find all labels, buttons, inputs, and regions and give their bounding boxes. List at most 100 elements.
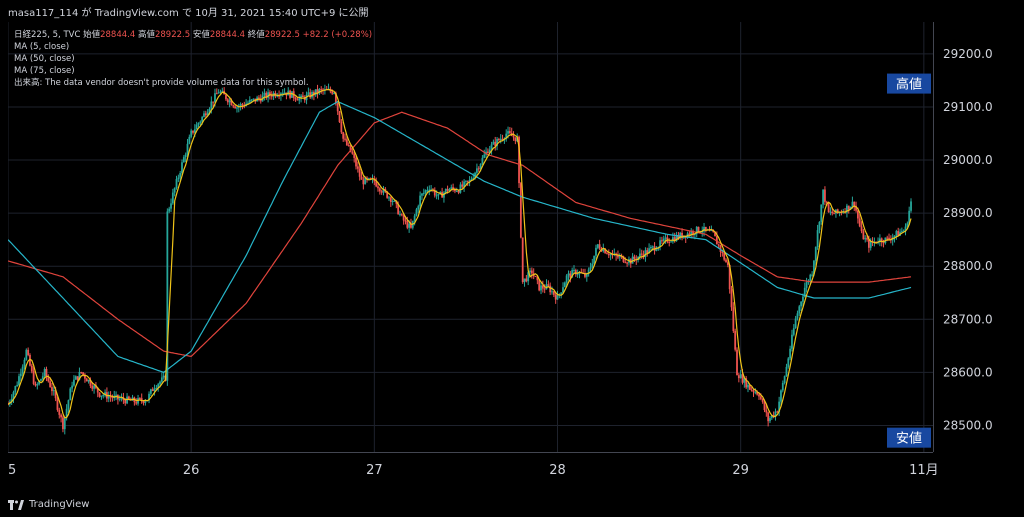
candle-body [576,274,579,276]
candle-body [519,183,522,238]
candle-body [69,388,72,401]
candle-body [34,383,37,386]
candle-body [203,113,205,118]
price-chart[interactable]: 29200.0 29100.0 29000.0 28900.0 28800.0 28700… [8,22,1017,487]
chart-panel[interactable]: 日経225, 5, TVC 始値28844.4 高値28922.5 安値2884… [8,22,1017,487]
candle-body [695,226,698,235]
legend-ma75[interactable]: MA (75, close) [14,66,75,76]
candle-body [353,153,356,158]
candle-body [769,418,771,422]
candle-body [494,141,497,146]
candle-body [369,178,372,180]
candle-body [345,139,348,146]
candle-body [127,396,130,400]
candle-body [182,157,185,163]
candle-body [569,273,572,278]
candle-body [400,214,403,216]
candle-body [670,241,672,243]
candle-body [750,389,753,391]
candle-body [457,191,460,193]
candle-body [721,251,724,253]
candle-body [904,226,907,231]
candle-body [644,250,647,258]
candle-body [906,223,909,227]
candle-body [91,385,94,389]
candle-body [54,390,57,399]
low-marker-label: 安値 [896,431,922,447]
candle-body [527,272,530,282]
candle-body [562,287,564,293]
candle-body [675,235,678,242]
candle-body [219,91,222,93]
candle-body [677,235,680,239]
candle-body [529,270,531,273]
candle-body [111,397,114,399]
candle-body [853,201,856,206]
candle-body [595,247,597,256]
legend-ma50[interactable]: MA (50, close) [14,54,75,64]
candle-body [501,138,504,140]
candle-body [514,137,517,142]
candle-body [181,162,183,174]
candle-body [855,205,857,211]
change-value: +82.2 (+0.28%) [302,30,373,40]
candle-body [710,230,713,232]
candle-body [252,98,255,100]
candle-body [212,101,215,103]
candle-body [736,349,738,376]
candle-body [331,91,334,94]
candle-body [655,249,658,251]
candle-body [518,136,520,184]
candle-body [507,131,509,134]
footer-brand-text: TradingView [29,499,90,510]
candle-body [450,187,453,190]
candle-body [829,211,832,213]
candle-body [215,93,218,95]
candle-body [74,376,77,380]
candle-body [197,123,200,125]
ma75-line [8,111,912,358]
y-tick-label: 28800.0 [943,259,993,273]
candle-body [193,129,196,133]
candle-body [388,197,390,199]
candle-body [93,385,95,389]
candle-body [23,359,26,367]
candle-body [276,95,279,97]
candle-body [399,214,401,216]
candle-body [351,151,354,154]
candle-body [888,237,890,240]
candle-body [772,415,775,417]
candle-body [726,262,729,265]
candle-body [673,237,676,242]
candle-body [382,188,385,193]
low-value: 28844.4 [209,30,246,40]
candle-body [344,138,346,140]
candle-body [770,415,773,419]
legend-ma5[interactable]: MA (5, close) [14,42,70,52]
candle-body [648,248,650,254]
candle-body [120,397,123,399]
candle-body [195,124,198,130]
candle-body [787,358,790,367]
candle-body [496,139,498,146]
candle-body [754,392,757,394]
candle-body [25,349,28,360]
high-marker-label: 高値 [896,77,922,93]
candle-body [606,253,608,255]
candle-body [188,136,191,144]
symbol-label[interactable]: 日経225, 5, TVC [14,30,81,40]
candle-body [895,231,898,236]
candle-body [239,104,242,107]
x-tick-label: 11月 [909,463,939,478]
candle-body [547,284,550,286]
candle-body [78,372,81,380]
candle-body [552,291,555,295]
candle-body [192,130,194,133]
candle-body [858,218,861,227]
candle-body [761,398,764,402]
candle-body [479,164,482,169]
low-marker-box[interactable] [887,427,931,448]
candle-body [349,145,352,152]
tradingview-brand[interactable]: TradingView [8,499,89,510]
high-marker-box[interactable] [887,73,931,94]
